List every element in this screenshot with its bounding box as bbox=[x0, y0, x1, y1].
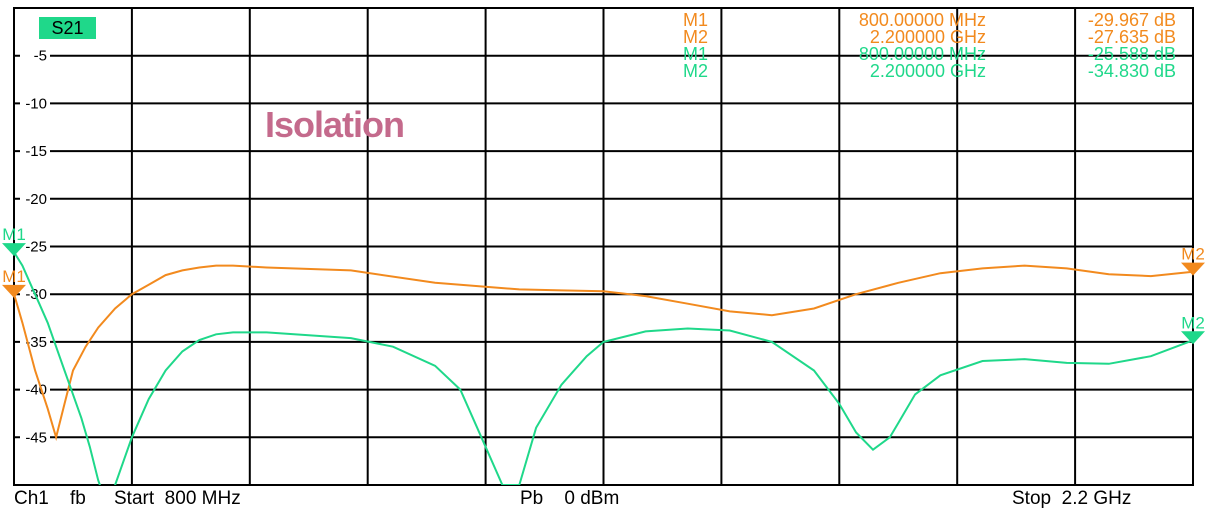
readout-value: -25.588 dB bbox=[1088, 44, 1176, 64]
marker-triangle bbox=[1181, 262, 1205, 276]
readout-frequency: 800.00000 MHz bbox=[859, 10, 986, 30]
traces bbox=[14, 251, 1193, 485]
footer-channel: Ch1 bbox=[14, 488, 49, 509]
marker-label: M2 bbox=[1181, 313, 1205, 332]
readout-marker-id: M1 bbox=[683, 10, 708, 30]
readout-frequency: 2.200000 GHz bbox=[870, 61, 986, 81]
y-tick-bg bbox=[20, 95, 50, 112]
footer-stop: Stop 2.2 GHz bbox=[1012, 488, 1132, 509]
readout-value: -29.967 dB bbox=[1088, 10, 1176, 30]
readout-marker-id: M1 bbox=[683, 44, 708, 64]
y-tick-labels: -5-10-15-20-25-30-35-40-45 bbox=[20, 47, 50, 446]
marker-label: M1 bbox=[2, 225, 26, 244]
annotation-title: Isolation bbox=[265, 104, 405, 145]
footer-mode: fb bbox=[70, 488, 86, 509]
y-tick-label: -10 bbox=[25, 95, 47, 112]
marker-triangle bbox=[2, 284, 26, 298]
marker-label: M1 bbox=[2, 267, 26, 286]
y-tick-label: -40 bbox=[25, 382, 47, 399]
readout-value: -34.830 dB bbox=[1088, 61, 1176, 81]
grid bbox=[14, 8, 1193, 485]
marker-label: M2 bbox=[1181, 245, 1205, 264]
readout-marker-id: M2 bbox=[683, 27, 708, 47]
readout-frequency: 2.200000 GHz bbox=[870, 27, 986, 47]
y-tick-label: -25 bbox=[25, 239, 47, 256]
y-tick-bg bbox=[20, 47, 50, 64]
marker-triangle bbox=[2, 243, 26, 257]
marker-readout: M1 800.00000 MHz -29.967 dB M2 2.200000 GHz -… bbox=[683, 10, 1176, 81]
y-tick-label: -35 bbox=[25, 334, 47, 351]
trace-badge[interactable]: S21 bbox=[39, 17, 96, 39]
y-tick-bg bbox=[20, 143, 50, 160]
y-tick-bg bbox=[20, 238, 50, 255]
y-tick-bg bbox=[20, 429, 50, 446]
y-tick-label: -45 bbox=[25, 429, 47, 446]
y-tick-label: -15 bbox=[25, 143, 47, 160]
marker-triangle bbox=[1181, 331, 1205, 345]
y-tick-label: -20 bbox=[25, 191, 47, 208]
y-tick-bg bbox=[20, 333, 50, 350]
marker-glyphs: M1 M2 M1 M2 bbox=[2, 225, 1205, 345]
readout-marker-id: M2 bbox=[683, 61, 708, 81]
footer-start: Start 800 MHz bbox=[114, 488, 241, 509]
readout-value: -27.635 dB bbox=[1088, 27, 1176, 47]
trace-green bbox=[14, 251, 1193, 485]
footer-power: Pb 0 dBm bbox=[520, 488, 620, 509]
trace-orange bbox=[14, 264, 1193, 442]
y-tick-label: -5 bbox=[34, 48, 47, 65]
y-tick-bg bbox=[20, 190, 50, 207]
readout-frequency: 800.00000 MHz bbox=[859, 44, 986, 64]
